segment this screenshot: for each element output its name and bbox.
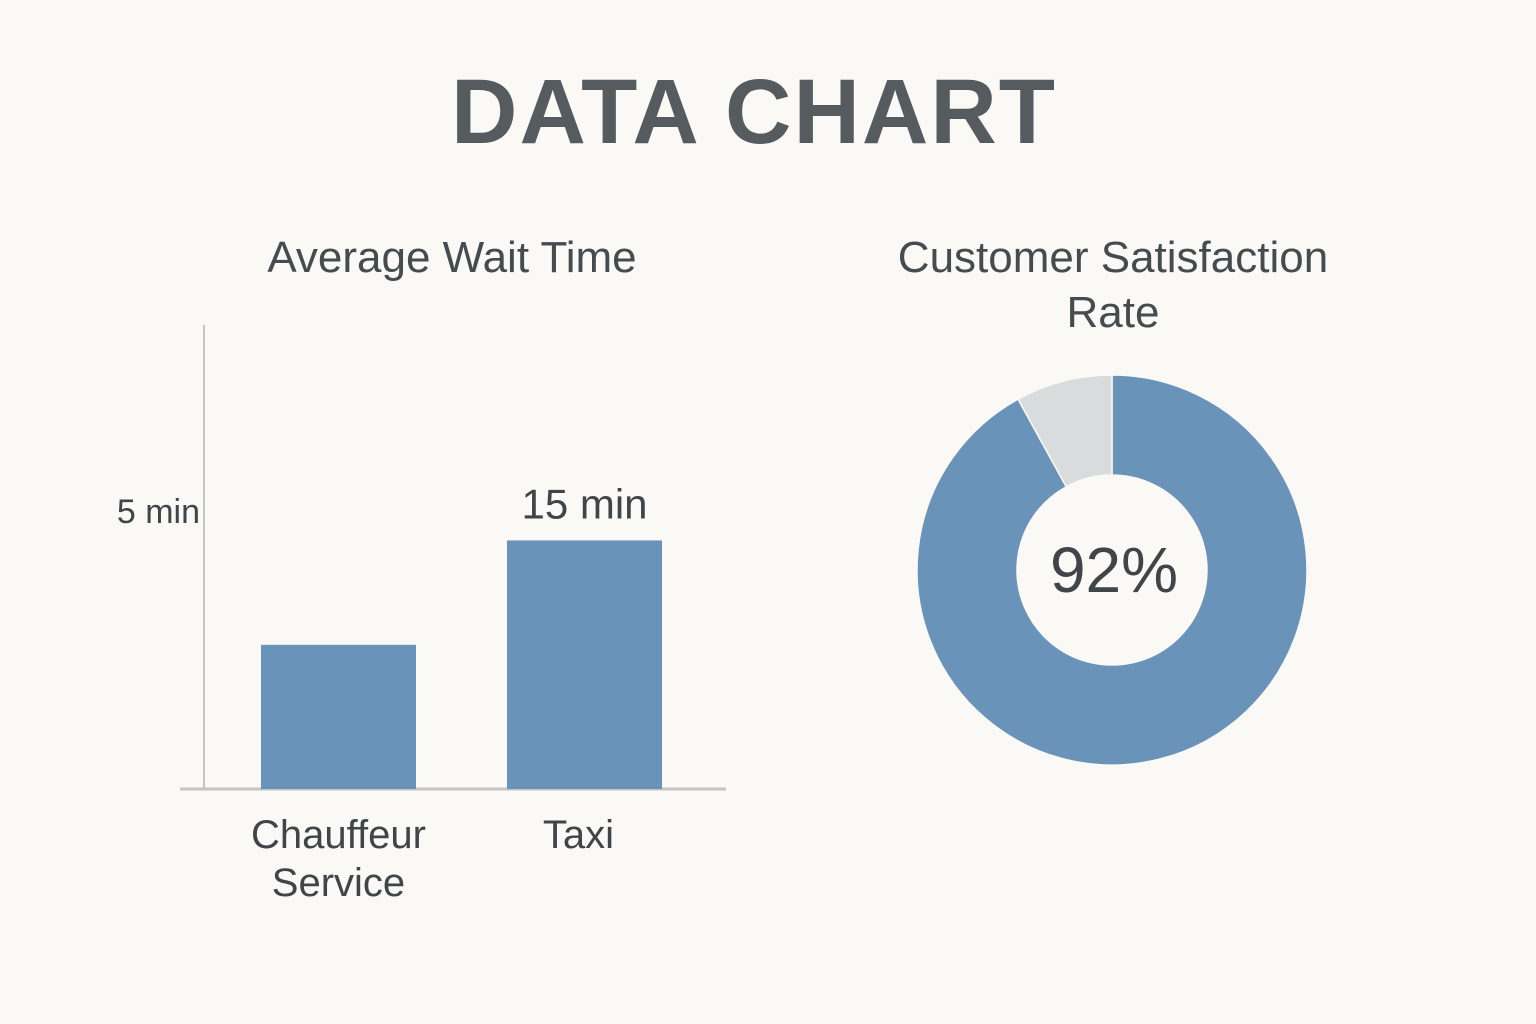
bar-0 <box>261 644 416 789</box>
bar-1 <box>507 540 662 789</box>
x-tick-label: Taxi <box>543 813 614 857</box>
donut-center-label: 92% <box>1050 534 1178 606</box>
x-tick-label: Service <box>272 861 405 905</box>
donut-title-line-2: Rate <box>1066 288 1160 337</box>
donut-chart-title: Customer Satisfaction Rate <box>850 230 1376 340</box>
x-tick-label: Chauffeur <box>251 813 426 857</box>
bar-data-label: 15 min <box>521 480 647 527</box>
donut-title-line-1: Customer Satisfaction <box>897 233 1329 282</box>
bar-chart-title: Average Wait Time <box>267 233 637 282</box>
donut-slice-other <box>1017 374 1113 488</box>
page-title: DATA CHART <box>451 61 1057 163</box>
donut-slice-satisfied <box>916 374 1308 766</box>
y-tick-label: 5 min <box>117 493 200 531</box>
